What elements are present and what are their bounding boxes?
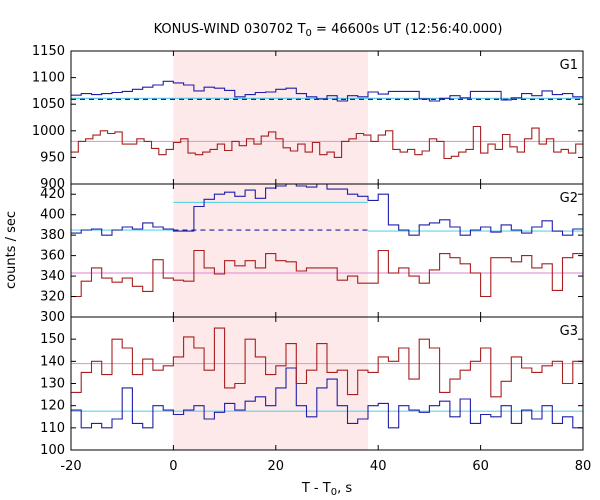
y-tick-label: 340 (40, 269, 65, 284)
x-axis-label: T - T0, s (301, 481, 352, 498)
chart-title: KONUS-WIND 030702 T0 = 46600s UT (12:56:… (154, 22, 503, 39)
x-tick-label: 20 (268, 459, 285, 474)
y-axis-label: counts / sec (4, 211, 19, 289)
y-tick-label: 380 (40, 228, 65, 243)
y-tick-label: 320 (40, 290, 65, 305)
y-tick-label: 1150 (32, 44, 65, 59)
series-g3-red (71, 327, 583, 398)
y-tick-label: 900 (40, 177, 65, 192)
panel-label-g2: G2 (560, 191, 578, 206)
x-axis-label-rest: , s (337, 481, 352, 496)
y-tick-label: 1050 (32, 97, 65, 112)
x-tick-label: 0 (169, 459, 177, 474)
chart-title-sub: 0 (306, 28, 312, 39)
y-tick-label: 120 (40, 399, 65, 414)
y-tick-label: 110 (40, 421, 65, 436)
y-tick-label: 1000 (32, 124, 65, 139)
y-tick-label: 300 (40, 310, 65, 325)
x-axis-label-main: T - T (301, 481, 331, 496)
series-g1-blue (71, 80, 583, 102)
y-tick-label: 130 (40, 377, 65, 392)
y-tick-label: 140 (40, 354, 65, 369)
x-tick-label: 80 (575, 459, 592, 474)
x-axis-label-sub: 0 (331, 487, 337, 498)
y-tick-label: 100 (40, 443, 65, 458)
y-tick-label: 1100 (32, 71, 65, 86)
x-tick-label: 60 (472, 459, 489, 474)
series-g3-blue (71, 367, 583, 429)
panel-label-g1: G1 (560, 58, 578, 73)
chart-title-main: KONUS-WIND 030702 T (154, 22, 306, 37)
x-tick-label: -20 (60, 459, 81, 474)
series-g2-red (71, 249, 583, 298)
y-tick-label: 950 (40, 150, 65, 165)
series-g1-red (71, 125, 583, 160)
y-tick-label: 400 (40, 208, 65, 223)
chart-title-rest: = 46600s UT (12:56:40.000) (312, 22, 502, 37)
series-g2-blue (71, 183, 583, 236)
highlight-interval (173, 51, 368, 450)
y-tick-label: 150 (40, 332, 65, 347)
y-tick-label: 360 (40, 249, 65, 264)
y-tick-label: 420 (40, 187, 65, 202)
panel-label-g3: G3 (560, 324, 578, 339)
x-tick-label: 40 (370, 459, 387, 474)
